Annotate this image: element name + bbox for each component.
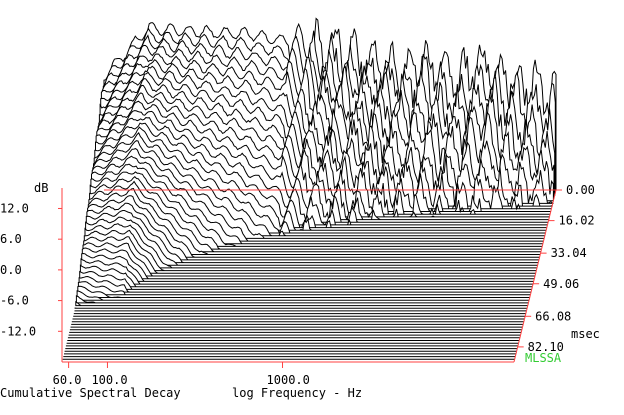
time-tick-label: 33.04 — [551, 246, 587, 260]
time-unit-label: msec — [571, 327, 600, 341]
decay-slice — [77, 285, 530, 298]
decay-slice — [90, 163, 543, 245]
y-tick-label: 0.0 — [0, 263, 22, 277]
time-tick-label: 16.02 — [559, 214, 595, 228]
y-axis-label: dB — [34, 181, 48, 195]
decay-slice — [76, 290, 530, 301]
x-axis-label: log Frequency - Hz — [232, 386, 362, 400]
chart-title: Cumulative Spectral Decay — [0, 386, 181, 400]
time-tick-label: 49.06 — [543, 277, 579, 291]
time-axis-line — [513, 189, 557, 363]
axis-ticks: 12.0 6.0 0.0 -6.0 -12.0 60.0 100.0 1000.0 0.00 16… — [0, 183, 595, 387]
x-tick-label: 1000.0 — [267, 373, 310, 387]
x-tick-label: 60.0 — [53, 373, 82, 387]
decay-slices — [62, 17, 557, 363]
time-tick-label: 0.00 — [566, 183, 595, 197]
decay-slice — [78, 275, 532, 293]
decay-slice — [77, 281, 531, 296]
decay-slice — [75, 300, 528, 307]
brand-label: MLSSA — [525, 351, 562, 365]
chart-axes — [61, 188, 557, 363]
x-tick-label: 100.0 — [91, 373, 127, 387]
time-tick-label: 82.10 — [528, 340, 564, 354]
y-tick-label: -12.0 — [0, 324, 36, 338]
decay-slice — [75, 295, 529, 304]
y-tick-label: -6.0 — [0, 294, 29, 308]
time-tick-label: 66.08 — [535, 309, 571, 323]
y-tick-label: 12.0 — [0, 201, 29, 215]
y-tick-label: 6.0 — [0, 232, 22, 246]
decay-slice — [89, 171, 543, 247]
